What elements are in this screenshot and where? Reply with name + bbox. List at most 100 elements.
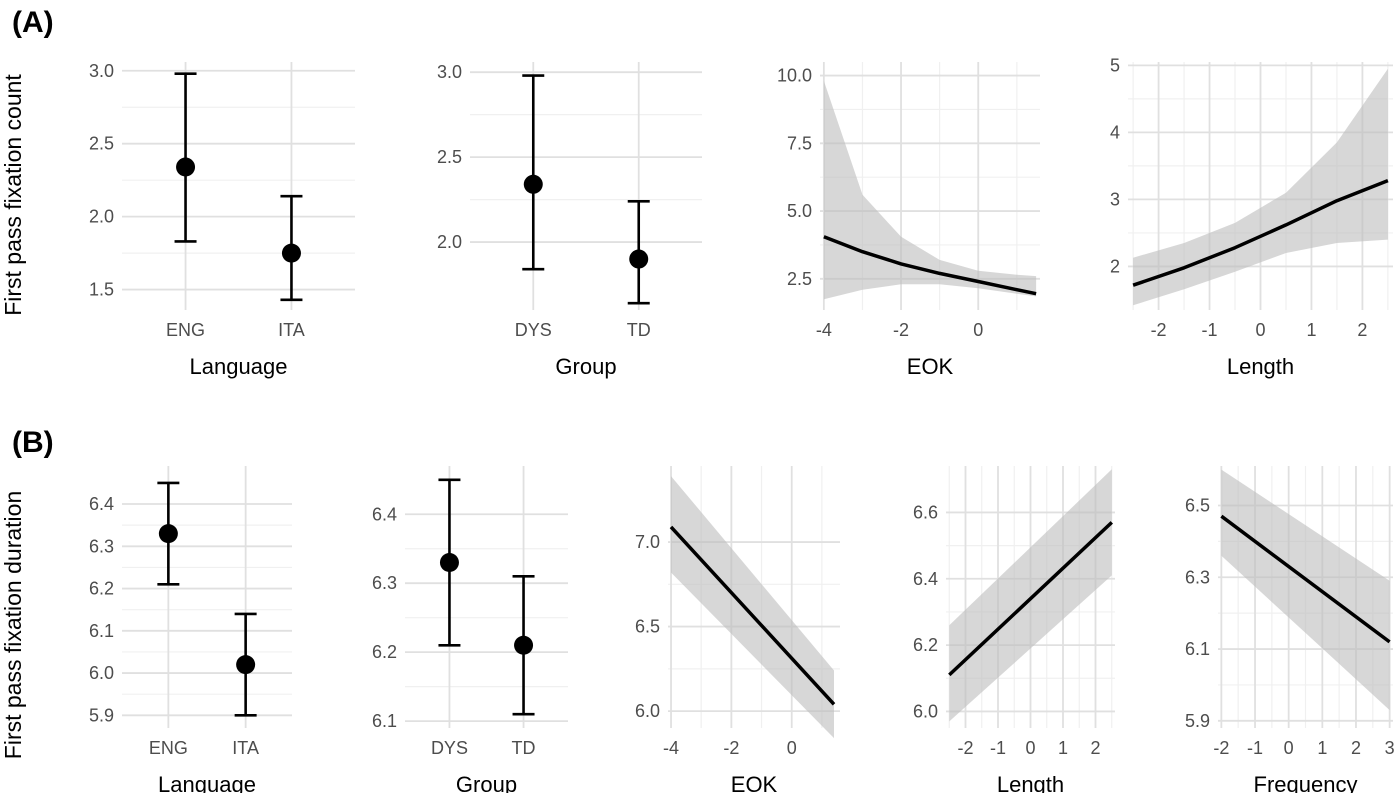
y-tick-label: 3.0 bbox=[89, 61, 114, 81]
y-tick-label: 5.9 bbox=[1185, 711, 1210, 731]
y-tick-label: 6.3 bbox=[372, 573, 397, 593]
y-tick-label: 6.2 bbox=[372, 642, 397, 662]
panels: 1.5 2.0 2.5 3.0 ENG ITA Language 2.0 2.5 3.0 DYS TD… bbox=[89, 55, 1395, 793]
x-tick-label: 0 bbox=[1255, 320, 1265, 340]
y-tick-label: 6.5 bbox=[635, 617, 660, 637]
x-axis-title: Group bbox=[456, 772, 517, 793]
y-tick-label: 2.5 bbox=[89, 134, 114, 154]
fitted-line bbox=[823, 235, 1037, 296]
fitted-line bbox=[669, 525, 836, 706]
x-tick-label: -1 bbox=[1247, 738, 1263, 758]
x-tick-label: 2 bbox=[1357, 320, 1367, 340]
x-tick-label: 3 bbox=[1385, 738, 1395, 758]
row-a-y-axis-title: First pass fixation count bbox=[0, 74, 26, 316]
confidence-band bbox=[1133, 68, 1388, 306]
y-tick-label: 6.1 bbox=[89, 621, 114, 641]
x-axis-title: EOK bbox=[907, 354, 954, 379]
estimate-point bbox=[176, 157, 196, 177]
y-tick-label: 6.3 bbox=[1185, 567, 1210, 587]
y-tick-label: 1.5 bbox=[89, 280, 114, 300]
estimate-point bbox=[523, 174, 543, 194]
y-tick-label: 3 bbox=[1110, 189, 1120, 209]
estimate-point bbox=[629, 249, 649, 269]
confidence-band bbox=[823, 81, 1037, 300]
y-tick-label: 6.4 bbox=[372, 504, 397, 524]
y-tick-label: 6.0 bbox=[89, 663, 114, 683]
y-tick-label: 6.0 bbox=[913, 701, 938, 721]
chart-panel: 5.9 6.0 6.1 6.2 6.3 6.4 ENG ITA Language bbox=[89, 466, 292, 793]
chart-panel: 1.5 2.0 2.5 3.0 ENG ITA Language bbox=[89, 61, 355, 379]
x-tick-label: 0 bbox=[1284, 738, 1294, 758]
y-tick-label: 6.2 bbox=[913, 635, 938, 655]
y-tick-label: 7.0 bbox=[635, 532, 660, 552]
x-tick-label: 1 bbox=[1317, 738, 1327, 758]
confidence-band bbox=[1221, 469, 1390, 711]
x-tick-label: 2 bbox=[1351, 738, 1361, 758]
y-tick-label: 2.0 bbox=[437, 232, 462, 252]
chart-panel: 2.0 2.5 3.0 DYS TD Group bbox=[437, 62, 702, 379]
x-tick-label: DYS bbox=[431, 738, 468, 758]
y-tick-label: 10.0 bbox=[777, 66, 812, 86]
fitted-line bbox=[1220, 514, 1391, 644]
chart-panel: 2.5 5.0 7.5 10.0 -4 -2 0 EOK bbox=[777, 62, 1040, 379]
y-tick-label: 6.3 bbox=[89, 536, 114, 556]
x-tick-label: ITA bbox=[232, 738, 259, 758]
x-tick-label: -2 bbox=[893, 320, 909, 340]
y-tick-label: 6.2 bbox=[89, 579, 114, 599]
x-tick-label: DYS bbox=[515, 320, 552, 340]
x-tick-label: TD bbox=[512, 738, 536, 758]
x-axis-title: Language bbox=[158, 772, 256, 793]
y-tick-label: 2.5 bbox=[787, 269, 812, 289]
x-tick-label: 1 bbox=[1058, 738, 1068, 758]
x-tick-label: 2 bbox=[1090, 738, 1100, 758]
x-tick-label: -2 bbox=[723, 738, 739, 758]
y-tick-label: 6.1 bbox=[1185, 639, 1210, 659]
fitted-line bbox=[1132, 178, 1389, 287]
error-bar bbox=[522, 74, 545, 271]
x-axis-title: Length bbox=[997, 772, 1064, 793]
x-tick-label: 0 bbox=[1025, 738, 1035, 758]
y-tick-label: 6.5 bbox=[1185, 495, 1210, 515]
y-tick-label: 6.1 bbox=[372, 711, 397, 731]
y-tick-label: 5.0 bbox=[787, 201, 812, 221]
x-tick-label: ENG bbox=[166, 320, 205, 340]
y-tick-label: 5 bbox=[1110, 55, 1120, 75]
x-tick-label: 0 bbox=[973, 320, 983, 340]
x-axis-title: Language bbox=[190, 354, 288, 379]
x-tick-label: -2 bbox=[1151, 320, 1167, 340]
y-tick-label: 2.5 bbox=[437, 147, 462, 167]
x-tick-label: -2 bbox=[957, 738, 973, 758]
x-tick-label: -1 bbox=[1202, 320, 1218, 340]
confidence-band bbox=[949, 469, 1112, 722]
x-tick-label: ITA bbox=[278, 320, 305, 340]
y-tick-label: 6.4 bbox=[89, 494, 114, 514]
x-tick-label: 1 bbox=[1306, 320, 1316, 340]
x-axis-title: EOK bbox=[731, 772, 778, 793]
y-tick-label: 6.4 bbox=[913, 569, 938, 589]
chart-panel: 6.1 6.2 6.3 6.4 DYS TD Group bbox=[372, 466, 568, 793]
x-tick-label: 0 bbox=[787, 738, 797, 758]
fitted-line bbox=[948, 521, 1113, 677]
x-tick-label: ENG bbox=[149, 738, 188, 758]
y-tick-label: 6.0 bbox=[635, 701, 660, 721]
y-tick-label: 3.0 bbox=[437, 62, 462, 82]
row-b-y-axis-title: First pass fixation duration bbox=[0, 491, 26, 759]
y-tick-label: 4 bbox=[1110, 122, 1120, 142]
estimate-point bbox=[236, 655, 256, 675]
x-axis-title: Length bbox=[1227, 354, 1294, 379]
chart-panel: 6.0 6.5 7.0 -4 -2 0 EOK bbox=[635, 466, 840, 793]
y-tick-label: 5.9 bbox=[89, 705, 114, 725]
chart-panel: 5.9 6.1 6.3 6.5 -2 -1 0 1 2 3 Frequency bbox=[1185, 466, 1395, 793]
y-tick-label: 7.5 bbox=[787, 133, 812, 153]
x-axis-title: Frequency bbox=[1254, 772, 1358, 793]
row-a-label: (A) bbox=[12, 6, 54, 39]
x-tick-label: TD bbox=[627, 320, 651, 340]
chart-panel: 2 3 4 5 -2 -1 0 1 2 Length bbox=[1110, 55, 1393, 379]
y-tick-label: 2.0 bbox=[89, 207, 114, 227]
row-b-label: (B) bbox=[12, 426, 54, 459]
y-tick-label: 6.6 bbox=[913, 502, 938, 522]
chart-panel: 6.0 6.2 6.4 6.6 -2 -1 0 1 2 Length bbox=[913, 466, 1115, 793]
x-tick-label: -1 bbox=[990, 738, 1006, 758]
x-axis-title: Group bbox=[555, 354, 616, 379]
estimate-point bbox=[514, 635, 534, 655]
